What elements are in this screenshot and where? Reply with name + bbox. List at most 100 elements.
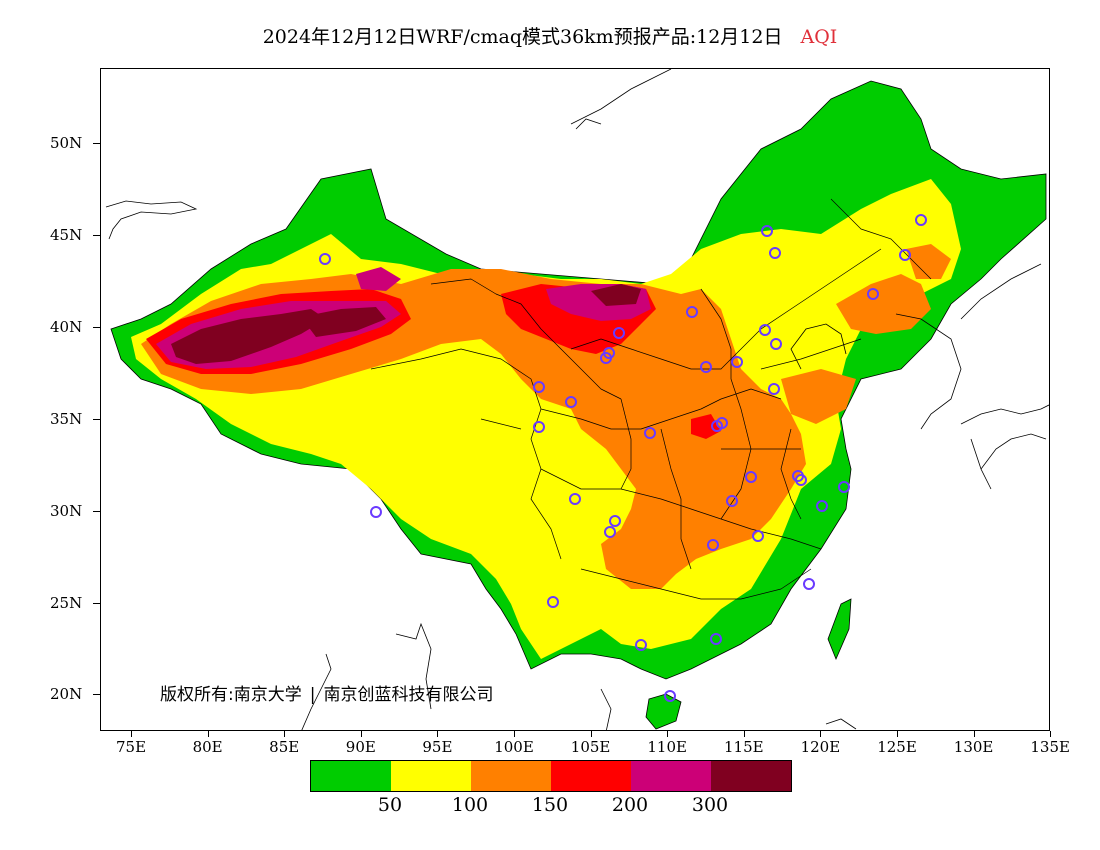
station-marker <box>565 396 577 408</box>
copyright-notice: 版权所有:南京大学 | 南京创蓝科技有限公司 <box>160 680 493 705</box>
copyright-prefix: 版权所有: <box>160 685 234 705</box>
y-tick-mark <box>93 143 100 144</box>
station-marker <box>726 495 738 507</box>
province-borders <box>370 198 932 600</box>
y-tick-label: 25N <box>50 594 83 612</box>
station-markers <box>319 214 927 702</box>
aqi-zone-sensitive-sd <box>781 369 856 424</box>
station-marker <box>795 474 807 486</box>
legend-swatch <box>711 761 791 791</box>
hainan-island <box>645 693 682 730</box>
x-tick-mark <box>514 731 515 737</box>
station-marker <box>569 493 581 505</box>
x-tick-label: 100E <box>494 738 534 756</box>
x-tick-label: 115E <box>724 738 764 756</box>
aqi-zone-sensitive-ne <box>836 274 931 334</box>
legend-label: 100 <box>451 794 489 816</box>
station-marker <box>867 288 879 300</box>
y-tick-label: 30N <box>50 502 83 520</box>
station-marker <box>533 381 545 393</box>
x-tick-mark <box>667 731 669 737</box>
x-tick-mark <box>131 731 132 737</box>
legend-swatch <box>311 761 391 791</box>
station-marker <box>609 515 621 527</box>
station-marker <box>899 249 911 261</box>
station-marker <box>803 578 815 590</box>
station-marker <box>686 306 698 318</box>
station-marker <box>915 214 927 226</box>
station-marker <box>770 338 782 350</box>
map-frame <box>100 68 1050 731</box>
y-tick-mark <box>93 419 100 420</box>
x-tick-mark <box>897 731 898 737</box>
station-marker <box>547 596 559 608</box>
y-tick-label: 40N <box>50 318 83 336</box>
x-tick-label: 80E <box>192 738 223 756</box>
legend-label: 50 <box>377 794 403 816</box>
y-tick-mark <box>93 603 100 604</box>
x-tick-mark <box>973 731 975 737</box>
station-marker <box>664 690 676 702</box>
station-marker <box>700 361 712 373</box>
x-tick-mark <box>743 731 745 737</box>
x-tick-mark <box>207 731 209 737</box>
station-marker <box>603 347 615 359</box>
legend-swatch <box>551 761 631 791</box>
station-marker <box>604 526 616 538</box>
y-tick-mark <box>93 235 100 236</box>
x-tick-label: 125E <box>877 738 917 756</box>
legend-label: 150 <box>531 794 569 816</box>
station-marker <box>710 633 722 645</box>
y-tick-mark <box>93 511 100 512</box>
station-marker <box>711 420 723 432</box>
y-tick-mark <box>93 694 100 695</box>
x-tick-label: 90E <box>345 738 376 756</box>
station-marker <box>319 253 331 265</box>
y-tick-label: 20N <box>50 685 83 703</box>
x-tick-label: 130E <box>953 738 994 756</box>
y-tick-label: 45N <box>50 226 83 244</box>
station-marker <box>613 327 625 339</box>
station-marker <box>769 247 781 259</box>
x-tick-label: 105E <box>570 738 611 756</box>
legend-swatch <box>391 761 471 791</box>
copyright-owner-1: 南京大学 <box>233 685 302 705</box>
legend-label: 200 <box>611 794 649 816</box>
legend-swatch <box>631 761 711 791</box>
title-main: 2024年12月12日WRF/cmaq模式36km预报产品:12月12日 <box>262 26 783 48</box>
x-tick-mark <box>590 731 592 737</box>
y-tick-label: 35N <box>50 410 83 428</box>
map-title: 2024年12月12日WRF/cmaq模式36km预报产品:12月12日 AQI <box>0 22 1100 49</box>
station-marker <box>644 427 656 439</box>
station-marker <box>635 639 647 651</box>
copyright-separator: | <box>309 685 316 705</box>
x-tick-mark <box>820 731 822 737</box>
title-variable: AQI <box>800 26 838 48</box>
x-tick-mark <box>437 731 439 737</box>
y-tick-mark <box>93 327 100 328</box>
x-tick-label: 85E <box>269 738 300 756</box>
aqi-zone-very-unhealthy-3 <box>356 267 401 291</box>
coastlines <box>105 69 1049 730</box>
station-marker <box>731 356 743 368</box>
station-marker <box>761 225 773 237</box>
taiwan-island <box>827 598 852 661</box>
x-tick-mark <box>360 731 362 737</box>
aqi-zone-hazardous-2 <box>301 307 386 337</box>
aqi-map <box>105 69 1049 730</box>
legend-label: 300 <box>691 794 729 816</box>
station-marker <box>759 324 771 336</box>
aqi-zone-sensitive-ne2 <box>906 244 951 279</box>
station-marker <box>838 481 850 493</box>
legend-swatch <box>471 761 551 791</box>
x-tick-label: 95E <box>422 738 453 756</box>
station-marker <box>752 530 764 542</box>
station-marker <box>816 500 828 512</box>
x-tick-mark <box>1050 731 1052 737</box>
x-tick-label: 135E <box>1030 738 1070 756</box>
aqi-zone-hazardous <box>171 309 326 364</box>
station-marker <box>768 383 780 395</box>
x-tick-label: 75E <box>115 738 147 756</box>
aqi-zone-unhealthy-3 <box>691 414 721 439</box>
copyright-owner-2: 南京创蓝科技有限公司 <box>323 685 494 705</box>
